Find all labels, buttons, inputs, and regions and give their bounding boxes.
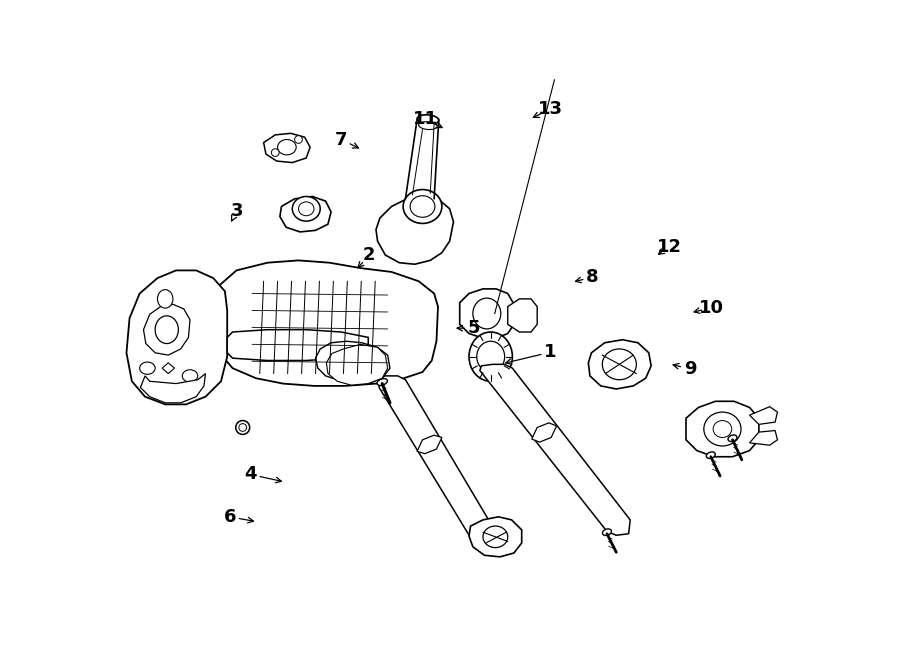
Ellipse shape (410, 196, 435, 217)
Ellipse shape (403, 189, 442, 224)
Ellipse shape (469, 332, 512, 381)
Polygon shape (417, 435, 442, 453)
Polygon shape (143, 305, 190, 355)
Text: 13: 13 (538, 100, 563, 118)
Ellipse shape (155, 316, 178, 344)
Ellipse shape (377, 379, 387, 385)
Ellipse shape (299, 202, 314, 216)
Polygon shape (750, 406, 778, 424)
Text: 9: 9 (684, 360, 697, 378)
Text: 1: 1 (544, 343, 557, 361)
Polygon shape (532, 423, 556, 442)
Ellipse shape (277, 140, 296, 155)
Ellipse shape (417, 115, 438, 124)
Polygon shape (750, 430, 778, 445)
Polygon shape (162, 363, 175, 373)
Ellipse shape (238, 424, 247, 432)
Ellipse shape (483, 526, 508, 547)
Ellipse shape (602, 349, 636, 380)
Polygon shape (508, 299, 537, 332)
Ellipse shape (704, 412, 741, 446)
Text: 8: 8 (586, 268, 598, 286)
Polygon shape (480, 364, 630, 536)
Polygon shape (227, 330, 368, 361)
Text: 10: 10 (698, 299, 724, 317)
Text: 4: 4 (245, 465, 256, 483)
Ellipse shape (294, 136, 302, 144)
Ellipse shape (158, 290, 173, 308)
Ellipse shape (706, 452, 716, 459)
Ellipse shape (140, 362, 155, 374)
Ellipse shape (713, 420, 732, 438)
Ellipse shape (182, 370, 198, 382)
Text: 6: 6 (223, 508, 236, 526)
Polygon shape (686, 401, 759, 457)
Polygon shape (460, 289, 514, 338)
Polygon shape (215, 260, 438, 386)
Ellipse shape (418, 122, 437, 130)
Ellipse shape (728, 435, 737, 442)
Polygon shape (589, 340, 651, 389)
Ellipse shape (602, 529, 611, 536)
Text: 11: 11 (412, 110, 437, 128)
Polygon shape (140, 373, 205, 403)
Polygon shape (469, 517, 522, 557)
Polygon shape (316, 341, 390, 383)
Text: 7: 7 (335, 130, 347, 148)
Text: 3: 3 (230, 202, 243, 220)
Text: 5: 5 (468, 319, 480, 337)
Ellipse shape (472, 298, 500, 329)
Polygon shape (327, 344, 388, 385)
Ellipse shape (272, 149, 279, 156)
Polygon shape (264, 133, 310, 163)
Polygon shape (126, 270, 227, 404)
Text: 2: 2 (363, 246, 375, 264)
Ellipse shape (477, 341, 505, 372)
Ellipse shape (236, 420, 249, 434)
Ellipse shape (292, 197, 320, 221)
Text: 12: 12 (657, 238, 681, 256)
Polygon shape (376, 197, 454, 264)
Polygon shape (280, 197, 331, 232)
Polygon shape (379, 376, 492, 542)
